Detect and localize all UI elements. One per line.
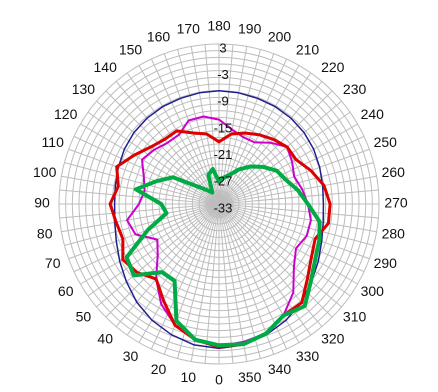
radial-tick-label: 3 [219,40,226,55]
radial-tick-label: -15 [214,120,233,135]
grid-spoke [80,203,220,285]
radial-tick-label: -3 [217,67,229,82]
grid-spoke [163,203,220,355]
grid-spoke [218,203,234,364]
angle-tick-label: 120 [54,106,78,122]
grid-spoke [218,203,300,343]
grid-spoke [218,203,379,219]
grid-spoke [59,189,220,205]
grid-spoke [218,203,275,355]
grid-spoke [218,203,377,233]
grid-spoke [218,58,288,205]
grid-spoke [218,189,379,205]
angle-tick-label: 20 [151,361,167,377]
grid-spoke [218,203,370,260]
grid-spoke [190,46,220,205]
grid-spoke [218,203,374,246]
radial-tick-label: -27 [214,174,233,189]
angle-tick-label: 270 [384,195,408,211]
angle-tick-label: 200 [268,28,292,44]
angle-tick-label: 260 [382,164,406,180]
angle-tick-label: 100 [33,164,57,180]
radial-labels: 3 -3 -9 -15 -21 -27 -33 [214,40,233,215]
grid-spoke [218,203,358,285]
angle-tick-label: 90 [34,195,50,211]
angle-tick-label: 0 [215,372,223,388]
angle-tick-label: 30 [123,348,139,364]
angle-tick-label: 280 [382,225,406,241]
grid-spoke [73,135,220,205]
angle-tick-label: 220 [321,59,345,75]
grid-spoke [218,90,333,205]
angle-tick-label: 60 [58,283,74,299]
angle-tick-label: 80 [37,225,53,241]
series-layer [108,89,332,350]
grid-spoke [105,203,220,318]
angle-tick-label: 350 [238,369,262,385]
series-line-1 [113,89,325,350]
grid-spoke [87,111,220,205]
angle-tick-label: 10 [181,369,197,385]
angle-tick-label: 40 [97,330,113,346]
grid-spoke [218,123,358,205]
grid-spoke [218,203,261,359]
angle-tick-label: 250 [374,134,398,150]
angle-tick-label: 140 [94,59,118,75]
grid-spoke [150,203,220,350]
grid-spoke [64,203,220,246]
grid-spoke [218,203,248,362]
angle-tick-label: 50 [76,309,92,325]
grid-spoke [190,203,220,362]
angle-tick-label: 310 [343,309,367,325]
grid-spoke [126,203,220,336]
angle-tick-label: 320 [321,330,345,346]
angle-tick-label: 300 [361,283,385,299]
grid-spoke [59,203,220,219]
grid-spoke [68,203,220,260]
angle-tick-label: 170 [177,20,201,36]
series-line-4 [124,164,322,348]
grid-spoke [105,90,220,205]
grid-spoke [87,203,220,297]
angle-tick-label: 210 [296,41,320,57]
angle-tick-label: 340 [268,361,292,377]
angle-tick-label: 330 [296,348,320,364]
grid-spoke [218,53,275,205]
grid-spoke [218,135,365,205]
grid-spoke [218,203,333,318]
grid-spoke [218,72,312,205]
grid-spoke [204,203,220,364]
grid-spoke [61,203,220,233]
grid-spoke [64,162,220,205]
angle-tick-label: 130 [72,81,96,97]
grid-spoke [218,203,342,308]
series-line-2 [126,115,312,348]
grid-spoke [80,123,220,205]
angle-tick-label: 160 [147,28,171,44]
grid-spoke [218,203,351,297]
radial-tick-label: -33 [214,200,233,215]
angle-tick-label: 180 [207,18,231,34]
radial-tick-label: -9 [217,94,229,109]
grid-spoke [138,203,220,343]
angle-tick-label: 110 [42,134,65,150]
angle-tick-label: 290 [374,255,398,271]
grid-spoke [218,203,312,336]
grid-spoke [177,49,220,205]
angle-tick-label: 70 [45,255,61,271]
angle-tick-label: 150 [119,41,143,57]
grid-spoke [218,100,342,205]
grid-spoke [218,203,365,273]
grid-spoke [218,162,374,205]
grid-spoke [218,111,351,205]
angle-tick-label: 240 [361,106,385,122]
series-line-3 [108,129,332,349]
grid-spoke [115,203,220,327]
angle-tick-label: 190 [238,20,262,36]
angle-tick-label: 230 [343,81,367,97]
radial-tick-label: -21 [214,147,233,162]
